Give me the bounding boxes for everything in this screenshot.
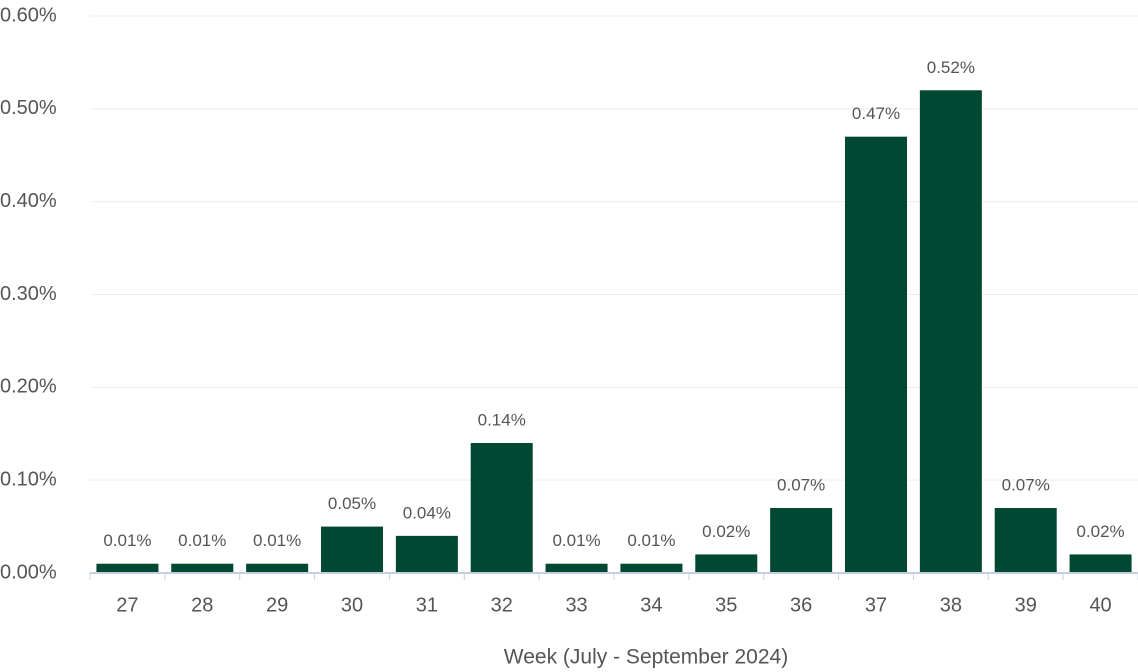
y-tick-label: 0.30%	[0, 283, 57, 305]
value-label: 0.04%	[403, 503, 451, 522]
bar	[770, 508, 833, 573]
x-tick-label: 33	[565, 594, 587, 616]
x-tick-label: 30	[341, 594, 363, 616]
bar	[246, 563, 309, 573]
value-label: 0.01%	[178, 531, 226, 550]
x-tick-label: 40	[1089, 594, 1111, 616]
value-label: 0.47%	[852, 104, 900, 123]
y-tick-label: 0.10%	[0, 468, 57, 490]
value-label: 0.07%	[1002, 476, 1050, 495]
x-tick-label: 37	[865, 594, 887, 616]
x-axis-label: Week (July - September 2024)	[504, 646, 788, 669]
y-tick-label: 0.60%	[0, 4, 57, 26]
bar	[96, 563, 159, 573]
x-tick-label: 39	[1015, 594, 1037, 616]
bar	[470, 443, 533, 573]
x-tick-label: 35	[715, 594, 737, 616]
bar	[395, 535, 458, 573]
value-label: 0.01%	[627, 531, 675, 550]
value-label: 0.01%	[552, 531, 600, 550]
x-tick-label: 32	[491, 594, 513, 616]
y-tick-label: 0.50%	[0, 97, 57, 119]
value-label: 0.01%	[103, 531, 151, 550]
x-tick-label: 28	[191, 594, 213, 616]
value-label: 0.14%	[478, 411, 526, 430]
x-tick-label: 34	[640, 594, 662, 616]
y-tick-label: 0.20%	[0, 376, 57, 398]
bar	[919, 90, 982, 574]
y-tick-label: 0.00%	[0, 561, 57, 583]
value-label: 0.07%	[777, 476, 825, 495]
y-tick-label: 0.40%	[0, 190, 57, 212]
x-tick-label: 38	[940, 594, 962, 616]
bar	[620, 563, 683, 573]
bar	[695, 554, 758, 573]
value-label: 0.02%	[702, 522, 750, 541]
bar	[845, 136, 907, 573]
x-tick-label: 36	[790, 594, 812, 616]
bar	[321, 526, 383, 573]
value-label: 0.05%	[328, 494, 376, 513]
x-tick-label: 27	[116, 594, 138, 616]
bar	[171, 563, 234, 573]
value-label: 0.02%	[1076, 522, 1124, 541]
x-tick-label: 29	[266, 594, 288, 616]
bar	[545, 563, 608, 573]
x-tick-label: 31	[416, 594, 438, 616]
value-label: 0.52%	[927, 58, 975, 77]
bar	[994, 508, 1057, 573]
bar	[1069, 554, 1132, 573]
value-label: 0.01%	[253, 531, 301, 550]
